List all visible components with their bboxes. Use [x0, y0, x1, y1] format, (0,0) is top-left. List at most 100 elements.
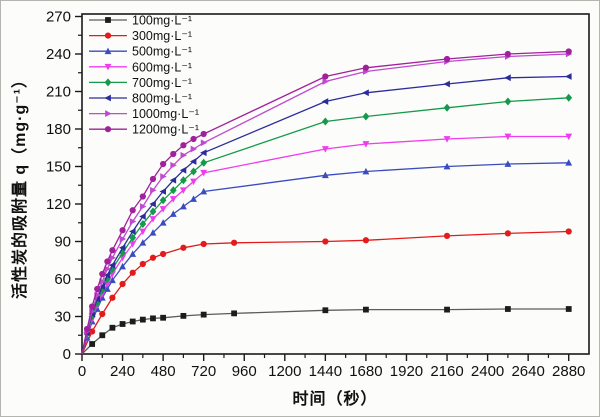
data-point-marker: [169, 196, 177, 203]
x-tick-label: 720: [191, 363, 216, 380]
data-point-marker: [231, 310, 237, 317]
data-point-marker: [159, 219, 167, 226]
legend-item-label: 300mg·L⁻¹: [132, 29, 192, 43]
data-point-marker: [119, 262, 126, 270]
data-point-marker: [200, 187, 208, 195]
x-tick-label: 240: [110, 363, 135, 380]
y-tick-label: 120: [46, 196, 71, 213]
data-point-marker: [200, 158, 208, 167]
data-point-marker: [504, 306, 511, 312]
data-point-marker: [104, 94, 111, 102]
y-tick-label: 240: [46, 46, 71, 63]
data-point-marker: [565, 48, 572, 55]
data-point-marker: [105, 110, 112, 118]
y-tick-label: 30: [54, 309, 71, 326]
data-point-marker: [99, 310, 106, 318]
data-point-marker: [159, 196, 167, 205]
data-point-marker: [362, 112, 370, 121]
data-point-marker: [321, 117, 329, 126]
data-point-marker: [159, 206, 167, 213]
data-point-marker: [322, 78, 329, 85]
data-point-marker: [129, 228, 136, 235]
data-point-marker: [119, 280, 126, 288]
data-point-marker: [104, 63, 112, 71]
x-tick-label: 2640: [511, 363, 544, 380]
data-point-marker: [109, 276, 116, 284]
x-tick-label: 2880: [552, 363, 585, 380]
data-point-marker: [180, 142, 187, 149]
data-point-marker: [149, 229, 157, 236]
data-point-marker: [322, 238, 329, 245]
data-point-marker: [231, 239, 238, 246]
data-point-marker: [321, 171, 329, 179]
data-point-marker: [565, 133, 573, 141]
data-point-marker: [109, 324, 116, 331]
data-point-marker: [200, 130, 207, 138]
data-point-marker: [149, 207, 157, 216]
data-point-marker: [149, 175, 157, 183]
data-point-marker: [160, 250, 167, 258]
data-point-marker: [363, 306, 369, 313]
x-tick-label: 480: [151, 363, 176, 380]
data-point-marker: [104, 265, 111, 273]
data-point-marker: [443, 103, 451, 112]
data-point-marker: [180, 176, 187, 185]
data-point-marker: [443, 80, 450, 88]
data-point-marker: [504, 74, 511, 82]
data-point-marker: [160, 314, 167, 321]
data-point-marker: [179, 187, 187, 194]
data-point-marker: [362, 237, 370, 244]
data-point-marker: [200, 169, 208, 177]
data-point-marker: [169, 176, 177, 184]
data-point-marker: [200, 311, 207, 318]
data-point-marker: [180, 151, 187, 159]
data-point-marker: [565, 159, 573, 166]
legend-item-label: 500mg·L⁻¹: [132, 45, 192, 59]
data-point-marker: [109, 254, 117, 262]
data-point-marker: [190, 167, 197, 176]
data-point-marker: [565, 306, 572, 312]
data-point-marker: [443, 136, 451, 143]
legend-item-label: 600mg·L⁻¹: [132, 60, 192, 74]
series-line: [81, 135, 569, 355]
y-tick-label: 0: [63, 346, 71, 363]
series-line: [81, 230, 569, 355]
data-point-marker: [565, 93, 573, 102]
y-axis-title: 活性炭的吸附量 q（mg·g⁻¹）: [12, 70, 29, 300]
data-point-marker: [190, 195, 197, 202]
data-point-marker: [99, 278, 106, 285]
data-point-marker: [170, 150, 177, 158]
data-point-marker: [129, 207, 136, 214]
data-point-marker: [129, 250, 137, 257]
data-point-marker: [150, 315, 156, 322]
data-point-marker: [104, 258, 111, 265]
data-point-marker: [149, 254, 157, 261]
data-point-marker: [322, 307, 329, 314]
data-point-marker: [322, 73, 329, 80]
data-point-marker: [190, 145, 198, 153]
data-point-marker: [139, 260, 146, 268]
y-tick-label: 60: [54, 271, 71, 288]
legend-item-label: 1200mg·L⁻¹: [132, 123, 199, 137]
data-point-marker: [170, 161, 177, 169]
data-point-marker: [189, 158, 197, 165]
data-point-marker: [321, 146, 329, 153]
data-point-marker: [443, 232, 451, 239]
x-tick-label: 960: [232, 363, 257, 380]
data-point-marker: [149, 216, 157, 223]
data-point-marker: [118, 244, 126, 252]
x-axis-title: 时间（秒）: [292, 391, 378, 408]
data-point-marker: [103, 275, 111, 283]
data-point-marker: [362, 64, 370, 71]
x-tick-label: 2160: [430, 363, 463, 380]
legend-item-label: 1000mg·L⁻¹: [132, 107, 199, 121]
data-point-marker: [200, 139, 208, 147]
data-point-marker: [139, 213, 146, 220]
data-point-marker: [565, 228, 572, 235]
data-point-marker: [104, 47, 112, 55]
data-point-marker: [89, 341, 96, 347]
data-point-marker: [103, 271, 111, 279]
y-tick-label: 180: [46, 121, 71, 138]
y-tick-label: 90: [54, 234, 71, 251]
plot-frame: [81, 13, 590, 355]
